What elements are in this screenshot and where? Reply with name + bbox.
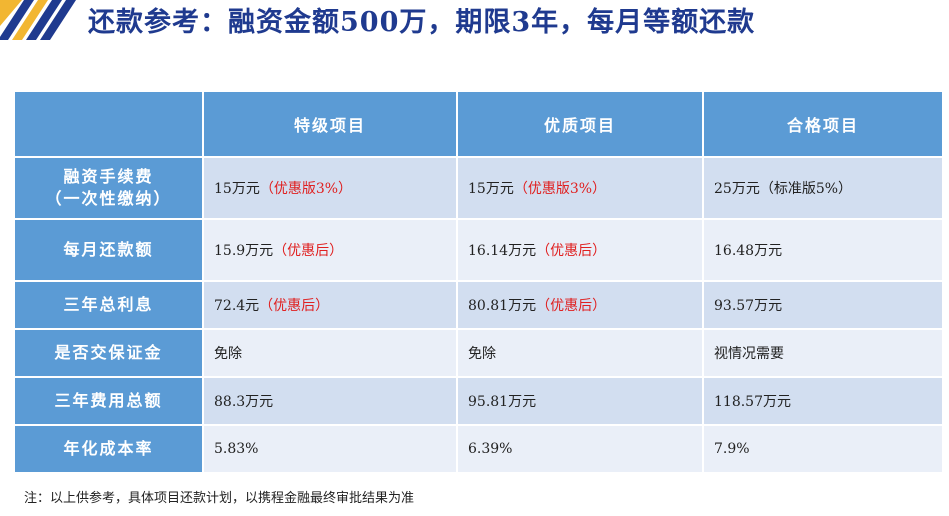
stripe-logo-icon bbox=[0, 0, 76, 40]
page-title: 还款参考：融资金额500万，期限3年，每月等额还款 bbox=[88, 7, 756, 38]
cell-value: 72.4元 bbox=[214, 298, 260, 314]
table-cell: 免除 bbox=[202, 328, 458, 378]
table-cell: 88.3万元 bbox=[202, 376, 458, 426]
table-row: 三年费用总额 88.3万元 95.81万元 118.57万元 bbox=[13, 376, 944, 426]
table-row: 每月还款额 15.9万元（优惠后） 16.14万元（优惠后） 16.48万元 bbox=[13, 218, 944, 282]
cell-value: 95.81万元 bbox=[468, 394, 537, 410]
table-cell: 16.48万元 bbox=[702, 218, 944, 282]
table-row: 三年总利息 72.4元（优惠后） 80.81万元（优惠后） 93.57万元 bbox=[13, 280, 944, 330]
cell-value: 80.81万元 bbox=[468, 298, 537, 314]
table-cell: 15.9万元（优惠后） bbox=[202, 218, 458, 282]
cell-value: 118.57万元 bbox=[714, 394, 791, 410]
cell-value: 88.3万元 bbox=[214, 394, 274, 410]
row-label-subline: （一次性缴纳） bbox=[45, 189, 172, 208]
cell-value: 16.48万元 bbox=[714, 243, 783, 259]
row-label-total-cost: 三年费用总额 bbox=[13, 376, 204, 426]
cell-value: 15万元 bbox=[214, 181, 260, 197]
cell-note: （优惠后） bbox=[273, 243, 344, 259]
table-cell: 15万元（优惠版3%） bbox=[202, 156, 458, 220]
table-cell: 95.81万元 bbox=[456, 376, 704, 426]
table-cell: 93.57万元 bbox=[702, 280, 944, 330]
cell-note: （优惠后） bbox=[536, 298, 607, 314]
row-label-monthly: 每月还款额 bbox=[13, 218, 204, 282]
cell-value: 免除 bbox=[214, 346, 242, 362]
table-cell: 25万元（标准版5%） bbox=[702, 156, 944, 220]
cell-note: （优惠版3%） bbox=[513, 181, 607, 197]
cell-value: 免除 bbox=[468, 346, 496, 362]
footnote: 注：以上供参考，具体项目还款计划，以携程金融最终审批结果为准 bbox=[24, 491, 415, 506]
row-label-deposit: 是否交保证金 bbox=[13, 328, 204, 378]
table-cell: 80.81万元（优惠后） bbox=[456, 280, 704, 330]
table-cell: 118.57万元 bbox=[702, 376, 944, 426]
row-label-interest: 三年总利息 bbox=[13, 280, 204, 330]
table-row: 融资手续费 （一次性缴纳） 15万元（优惠版3%） 15万元（优惠版3%） 25… bbox=[13, 156, 944, 220]
table-cell: 7.9% bbox=[702, 424, 944, 474]
row-label-fee: 融资手续费 （一次性缴纳） bbox=[13, 156, 204, 220]
table-header-row: 特级项目 优质项目 合格项目 bbox=[13, 90, 944, 158]
cell-value: 视情况需要 bbox=[714, 346, 784, 362]
table-cell: 72.4元（优惠后） bbox=[202, 280, 458, 330]
cell-value: 7.9% bbox=[714, 441, 750, 457]
table-cell: 15万元（优惠版3%） bbox=[456, 156, 704, 220]
header-premium-project: 特级项目 bbox=[202, 90, 458, 158]
header-qualified-project: 合格项目 bbox=[702, 90, 944, 158]
table-row: 是否交保证金 免除 免除 视情况需要 bbox=[13, 328, 944, 378]
cell-note: （优惠版3%） bbox=[259, 181, 353, 197]
row-label-annual-rate: 年化成本率 bbox=[13, 424, 204, 474]
cell-value: 25万元（标准版5%） bbox=[714, 181, 853, 197]
header-corner-cell bbox=[13, 90, 204, 158]
cell-value: 6.39% bbox=[468, 441, 513, 457]
header-quality-project: 优质项目 bbox=[456, 90, 704, 158]
table-cell: 视情况需要 bbox=[702, 328, 944, 378]
table-row: 年化成本率 5.83% 6.39% 7.9% bbox=[13, 424, 944, 474]
cell-value: 16.14万元 bbox=[468, 243, 537, 259]
cell-value: 15.9万元 bbox=[214, 243, 274, 259]
cell-value: 5.83% bbox=[214, 441, 259, 457]
cell-value: 93.57万元 bbox=[714, 298, 783, 314]
table-cell: 免除 bbox=[456, 328, 704, 378]
cell-value: 15万元 bbox=[468, 181, 514, 197]
table-cell: 6.39% bbox=[456, 424, 704, 474]
row-label-line: 融资手续费 bbox=[63, 167, 154, 186]
table-cell: 5.83% bbox=[202, 424, 458, 474]
table-cell: 16.14万元（优惠后） bbox=[456, 218, 704, 282]
cell-note: （优惠后） bbox=[259, 298, 330, 314]
comparison-table: 特级项目 优质项目 合格项目 融资手续费 （一次性缴纳） 15万元（优惠版3%）… bbox=[13, 90, 944, 474]
cell-note: （优惠后） bbox=[536, 243, 607, 259]
